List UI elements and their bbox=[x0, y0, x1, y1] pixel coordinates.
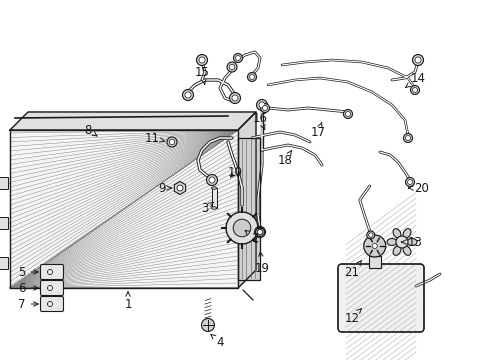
Text: 5: 5 bbox=[18, 266, 38, 279]
Ellipse shape bbox=[211, 207, 216, 209]
Text: 13: 13 bbox=[401, 235, 422, 248]
Circle shape bbox=[259, 102, 264, 108]
Circle shape bbox=[247, 72, 256, 81]
Bar bbox=[0, 177, 8, 189]
Text: 4: 4 bbox=[210, 334, 224, 348]
Circle shape bbox=[262, 105, 267, 111]
FancyBboxPatch shape bbox=[41, 265, 63, 279]
Text: 20: 20 bbox=[408, 181, 428, 194]
Polygon shape bbox=[10, 112, 256, 130]
Circle shape bbox=[199, 57, 204, 63]
Circle shape bbox=[345, 112, 350, 117]
Circle shape bbox=[196, 54, 207, 66]
Circle shape bbox=[233, 54, 242, 63]
Text: 15: 15 bbox=[194, 66, 209, 84]
Ellipse shape bbox=[402, 229, 410, 238]
Circle shape bbox=[368, 233, 372, 237]
Circle shape bbox=[229, 93, 240, 104]
Circle shape bbox=[254, 226, 265, 238]
Text: 7: 7 bbox=[18, 297, 38, 310]
Circle shape bbox=[255, 228, 264, 237]
Circle shape bbox=[169, 139, 174, 145]
Text: 6: 6 bbox=[18, 282, 38, 294]
Bar bbox=[238, 138, 260, 280]
Polygon shape bbox=[174, 181, 185, 194]
Ellipse shape bbox=[392, 229, 400, 238]
Circle shape bbox=[403, 134, 412, 143]
Circle shape bbox=[363, 235, 385, 257]
Circle shape bbox=[206, 175, 217, 185]
Text: 2: 2 bbox=[244, 230, 258, 244]
Text: 8: 8 bbox=[84, 123, 97, 136]
Circle shape bbox=[257, 230, 262, 234]
Bar bbox=[10, 130, 238, 288]
Text: 12: 12 bbox=[344, 309, 361, 324]
Text: 1: 1 bbox=[124, 292, 131, 311]
Bar bbox=[211, 188, 216, 208]
Circle shape bbox=[235, 55, 240, 60]
Circle shape bbox=[405, 135, 409, 140]
Circle shape bbox=[366, 231, 374, 239]
Text: 3: 3 bbox=[201, 202, 213, 215]
Text: 19: 19 bbox=[254, 252, 269, 275]
Circle shape bbox=[177, 185, 183, 191]
Circle shape bbox=[407, 180, 412, 184]
FancyBboxPatch shape bbox=[337, 264, 423, 332]
Circle shape bbox=[208, 177, 215, 183]
Circle shape bbox=[414, 57, 420, 63]
Ellipse shape bbox=[211, 187, 216, 189]
Text: 11: 11 bbox=[144, 131, 164, 144]
Text: 9: 9 bbox=[158, 181, 171, 194]
Circle shape bbox=[225, 212, 258, 244]
Bar bbox=[238, 138, 260, 280]
Bar bbox=[368, 256, 380, 268]
Circle shape bbox=[184, 92, 191, 98]
Circle shape bbox=[226, 62, 237, 72]
Ellipse shape bbox=[392, 246, 400, 255]
Text: 21: 21 bbox=[344, 261, 361, 279]
Circle shape bbox=[395, 236, 407, 248]
Circle shape bbox=[201, 319, 214, 332]
Bar bbox=[10, 130, 238, 288]
Bar bbox=[0, 257, 8, 269]
Text: 16: 16 bbox=[252, 112, 267, 130]
Text: 18: 18 bbox=[277, 150, 292, 166]
Circle shape bbox=[182, 90, 193, 100]
Circle shape bbox=[409, 85, 419, 94]
Bar bbox=[0, 217, 8, 229]
Circle shape bbox=[412, 54, 423, 66]
Circle shape bbox=[371, 243, 376, 248]
Circle shape bbox=[343, 109, 352, 118]
Text: 14: 14 bbox=[405, 72, 425, 88]
Polygon shape bbox=[238, 112, 256, 288]
Circle shape bbox=[260, 104, 269, 112]
Circle shape bbox=[257, 229, 263, 235]
Circle shape bbox=[256, 99, 267, 111]
Text: 10: 10 bbox=[227, 166, 242, 179]
Ellipse shape bbox=[406, 239, 416, 246]
Circle shape bbox=[47, 302, 52, 306]
Circle shape bbox=[249, 75, 254, 80]
Circle shape bbox=[233, 219, 250, 237]
FancyBboxPatch shape bbox=[41, 297, 63, 311]
Text: 17: 17 bbox=[310, 123, 325, 139]
Circle shape bbox=[231, 95, 238, 101]
Circle shape bbox=[412, 87, 417, 93]
Circle shape bbox=[229, 64, 234, 70]
FancyBboxPatch shape bbox=[41, 280, 63, 296]
Ellipse shape bbox=[402, 246, 410, 255]
Circle shape bbox=[167, 137, 177, 147]
Circle shape bbox=[47, 285, 52, 291]
Circle shape bbox=[405, 177, 414, 186]
Circle shape bbox=[47, 270, 52, 275]
Ellipse shape bbox=[386, 239, 396, 246]
